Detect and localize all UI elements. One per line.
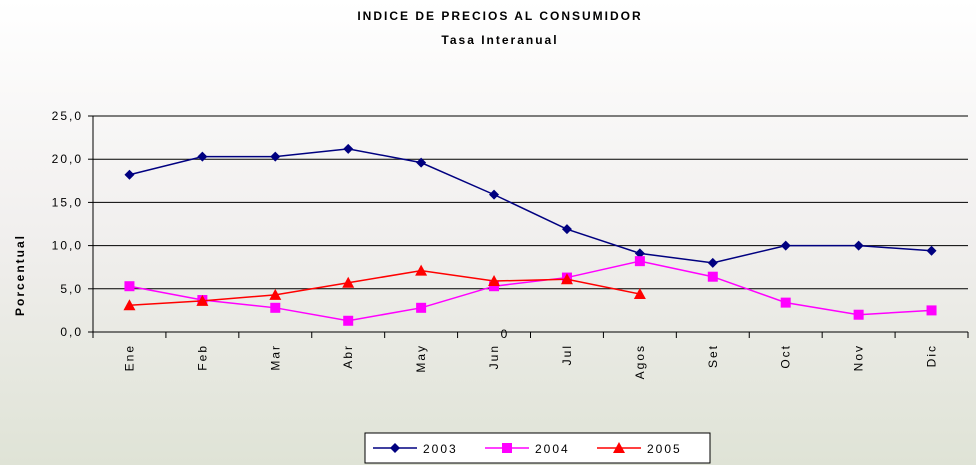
data-point bbox=[416, 302, 427, 313]
x-tick-label: Set bbox=[706, 344, 720, 368]
y-tick-label: 5,0 bbox=[60, 282, 83, 296]
data-point bbox=[926, 245, 937, 256]
x-tick-label: Abr bbox=[341, 344, 355, 369]
y-tick-label: 25,0 bbox=[52, 109, 83, 123]
data-point bbox=[343, 315, 354, 326]
chart-subtitle: Tasa Interanual bbox=[441, 33, 558, 47]
x-tick-label: Jun bbox=[487, 344, 501, 369]
data-point bbox=[489, 281, 500, 292]
legend-box bbox=[364, 432, 711, 464]
data-point bbox=[926, 305, 937, 316]
x-tick-label: Oct bbox=[779, 344, 793, 369]
data-point bbox=[197, 151, 208, 162]
data-point bbox=[416, 157, 427, 168]
data-point bbox=[780, 297, 791, 308]
data-point bbox=[124, 281, 135, 292]
chart-title: INDICE DE PRECIOS AL CONSUMIDOR bbox=[357, 9, 642, 23]
data-point bbox=[489, 189, 500, 200]
x-tick-label: Mar bbox=[268, 344, 282, 371]
data-point bbox=[707, 271, 718, 282]
x-tick-label: Feb bbox=[195, 344, 209, 371]
data-point bbox=[634, 248, 645, 259]
series-line bbox=[129, 269, 641, 306]
data-point bbox=[633, 287, 646, 299]
data-point bbox=[342, 276, 355, 288]
data-point bbox=[123, 299, 136, 311]
data-point bbox=[196, 294, 209, 306]
x-tick-label: Jul bbox=[560, 344, 574, 365]
data-point bbox=[853, 240, 864, 251]
series-line bbox=[129, 148, 932, 264]
series-line bbox=[129, 260, 932, 322]
data-point bbox=[853, 309, 864, 320]
data-point bbox=[124, 169, 135, 180]
annotation: 0 bbox=[501, 327, 510, 341]
y-tick-label: 15,0 bbox=[52, 195, 83, 209]
data-point bbox=[269, 288, 282, 300]
data-point bbox=[780, 240, 791, 251]
legend-label: 2004 bbox=[535, 442, 570, 456]
y-tick-label: 10,0 bbox=[52, 239, 83, 253]
data-point bbox=[488, 275, 501, 287]
data-point bbox=[634, 256, 645, 267]
data-point bbox=[270, 151, 281, 162]
data-point bbox=[560, 273, 573, 285]
data-point bbox=[343, 143, 354, 154]
legend-marker bbox=[390, 443, 400, 453]
legend-label: 2003 bbox=[423, 442, 458, 456]
data-point bbox=[270, 302, 281, 313]
x-tick-label: Ene bbox=[122, 344, 136, 371]
x-tick-label: Dic bbox=[925, 344, 939, 367]
data-point bbox=[561, 224, 572, 235]
legend-label: 2005 bbox=[647, 442, 682, 456]
x-tick-label: May bbox=[414, 344, 428, 373]
legend-marker bbox=[613, 442, 625, 453]
legend: 2003 2004 2005 bbox=[364, 432, 711, 464]
legend-marker bbox=[502, 443, 512, 453]
data-point bbox=[707, 257, 718, 268]
y-tick-label: 20,0 bbox=[52, 152, 83, 166]
x-tick-label: Nov bbox=[852, 344, 866, 371]
y-axis-label: Porcentual bbox=[13, 234, 27, 316]
data-point bbox=[415, 264, 428, 276]
y-tick-label: 0,0 bbox=[60, 325, 83, 339]
x-tick-label: Agos bbox=[633, 344, 647, 379]
